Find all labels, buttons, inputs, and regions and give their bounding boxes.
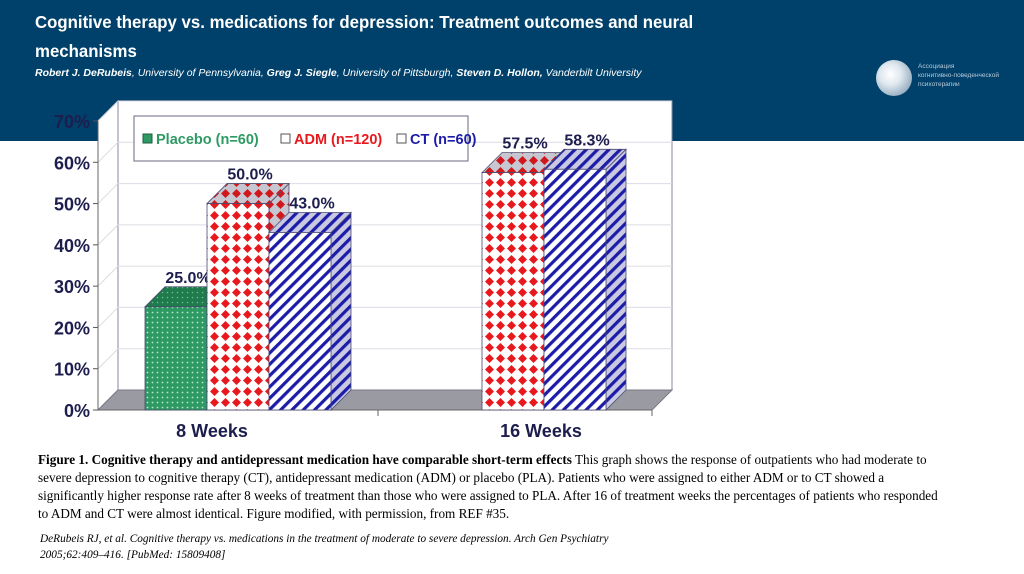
bar [144,306,208,411]
caption-text: This graph shows the response of outpati… [38,452,938,521]
association-logo-text: Ассоциация когнитивно-поведенческой псих… [918,62,999,89]
author-affiliation: , University of Pennsylvania, [131,67,267,79]
bar-chart: 0% 10% 20% 30% 40% 50% 60% 70% 25.0% 50.0% 43.0% 8 … [0,99,700,450]
y-tick-label: 60% [54,153,90,173]
data-label: 43.0% [289,195,334,212]
gridline-side [97,141,119,163]
citation: DeRubeis RJ, et al. Cognitive therapy vs… [40,531,740,563]
gridline-side [97,100,119,122]
author-affiliation: , University of Pittsburgh, [336,67,457,79]
legend-swatch [280,133,291,144]
y-tick-label: 20% [54,318,90,338]
figure-caption: Figure 1. Cognitive therapy and antidepr… [38,451,938,523]
chart-svg: 0% 10% 20% 30% 40% 50% 60% 70% 25.0% 50.0% 43.0% 8 … [54,99,674,441]
data-label: 57.5% [502,136,547,153]
author-name: Greg J. Siegle [266,67,337,79]
data-label: 50.0% [227,167,272,184]
author-name: Steven D. Hollon, [456,67,543,79]
logo-line: Ассоциация [918,63,955,70]
bar-side [605,148,627,411]
author-name: Robert J. DeRubeis [35,67,132,79]
legend-label: CT (n=60) [410,132,477,148]
logo-line: психотерапии [918,81,960,88]
data-label: 58.3% [564,132,609,149]
bar [206,203,270,411]
legend-swatch [142,133,153,144]
gridline-side [97,224,119,246]
citation-line: DeRubeis RJ, et al. Cognitive therapy vs… [40,533,609,545]
slide-title: Cognitive therapy vs. medications for de… [35,12,694,61]
logo-line: когнитивно-поведенческой [918,72,999,79]
legend-label: ADM (n=120) [294,132,382,148]
bar [481,172,545,411]
gridline-side [97,183,119,204]
caption-title: Figure 1. Cognitive therapy and antidepr… [38,452,572,467]
y-tick-label: 30% [54,277,90,297]
globe-icon [876,60,912,96]
legend-swatch [396,133,407,144]
bar [543,168,607,411]
legend-box [133,115,469,162]
x-category-label: 16 Weeks [500,421,582,441]
plot-side-wall [97,99,119,412]
authors-line: Robert J. DeRubeis, University of Pennsy… [35,67,642,79]
y-tick-label: 50% [54,195,90,215]
y-tick-label: 40% [54,236,90,256]
gridline-side [97,348,119,370]
bar [268,232,332,411]
y-tick-label: 10% [54,360,90,380]
x-category-label: 8 Weeks [176,421,248,441]
gridline-side [97,307,119,328]
bar-side [330,211,352,411]
data-label: 25.0% [165,270,210,287]
citation-line: 2005;62:409–416. [PubMed: 15809408] [40,549,226,561]
y-tick-label: 70% [54,112,90,132]
legend-label: Placebo (n=60) [156,132,259,148]
y-tick-label: 0% [64,401,90,421]
gridline-side [97,265,119,287]
author-affiliation: Vanderbilt University [542,67,642,79]
